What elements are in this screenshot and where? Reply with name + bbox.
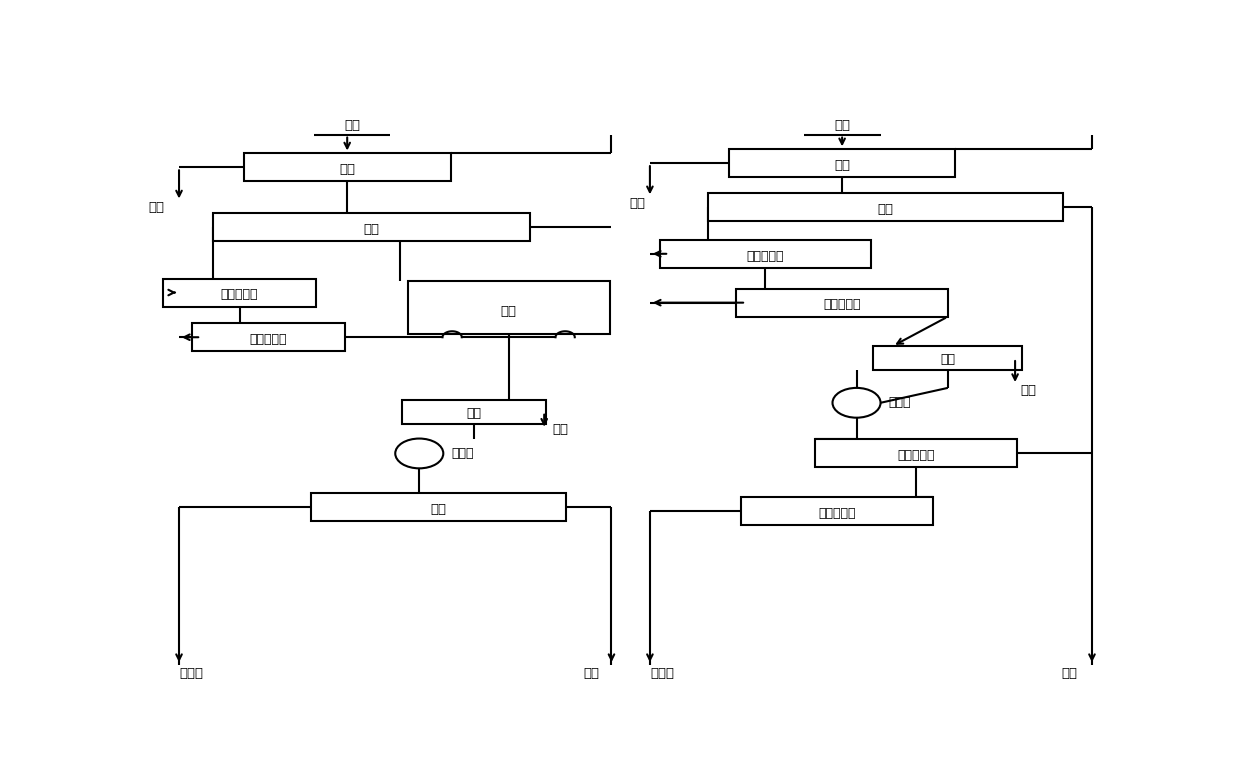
FancyBboxPatch shape — [408, 281, 610, 334]
Text: 回水: 回水 — [552, 423, 568, 436]
Text: 回水: 回水 — [629, 197, 645, 210]
Text: 回水: 回水 — [1019, 385, 1035, 397]
Text: 浓缩: 浓缩 — [940, 354, 955, 367]
Text: 离心机扫选: 离心机扫选 — [823, 299, 861, 311]
FancyBboxPatch shape — [244, 153, 450, 181]
FancyBboxPatch shape — [815, 440, 1017, 467]
Text: 离心机扫选: 离心机扫选 — [249, 333, 288, 346]
Text: 浮锡: 浮锡 — [363, 223, 379, 236]
Text: 原矿: 原矿 — [835, 119, 851, 132]
Text: 尾矿: 尾矿 — [583, 667, 599, 680]
Text: 锡精矿: 锡精矿 — [650, 667, 673, 680]
Text: 离心机精选: 离心机精选 — [818, 507, 856, 520]
Text: 搅拌磨: 搅拌磨 — [888, 396, 910, 409]
Text: 回水: 回水 — [149, 200, 165, 214]
FancyBboxPatch shape — [162, 279, 316, 307]
Text: 浓缩: 浓缩 — [466, 407, 481, 420]
Text: 锡精矿: 锡精矿 — [179, 667, 203, 680]
Text: 离心机脱泥: 离心机脱泥 — [898, 449, 935, 462]
FancyBboxPatch shape — [742, 497, 934, 526]
Text: 浓缩: 浓缩 — [340, 163, 355, 176]
Text: 浓缩: 浓缩 — [835, 159, 851, 172]
FancyBboxPatch shape — [737, 289, 947, 317]
Text: 浮锡: 浮锡 — [878, 203, 893, 216]
FancyBboxPatch shape — [660, 240, 870, 268]
Text: 摇床: 摇床 — [501, 305, 517, 318]
Text: 尾矿: 尾矿 — [1061, 667, 1078, 680]
Text: 搅拌磨: 搅拌磨 — [451, 447, 474, 460]
Text: 离心机粗选: 离心机粗选 — [221, 288, 258, 301]
FancyBboxPatch shape — [213, 213, 529, 241]
Text: 摇床: 摇床 — [430, 503, 446, 515]
Text: 原矿: 原矿 — [343, 119, 360, 132]
FancyBboxPatch shape — [873, 346, 1022, 370]
FancyBboxPatch shape — [311, 493, 565, 521]
FancyBboxPatch shape — [708, 194, 1063, 221]
FancyBboxPatch shape — [402, 400, 546, 423]
FancyBboxPatch shape — [191, 324, 345, 351]
FancyBboxPatch shape — [729, 149, 955, 177]
Text: 离心机粗选: 离心机粗选 — [746, 249, 784, 262]
